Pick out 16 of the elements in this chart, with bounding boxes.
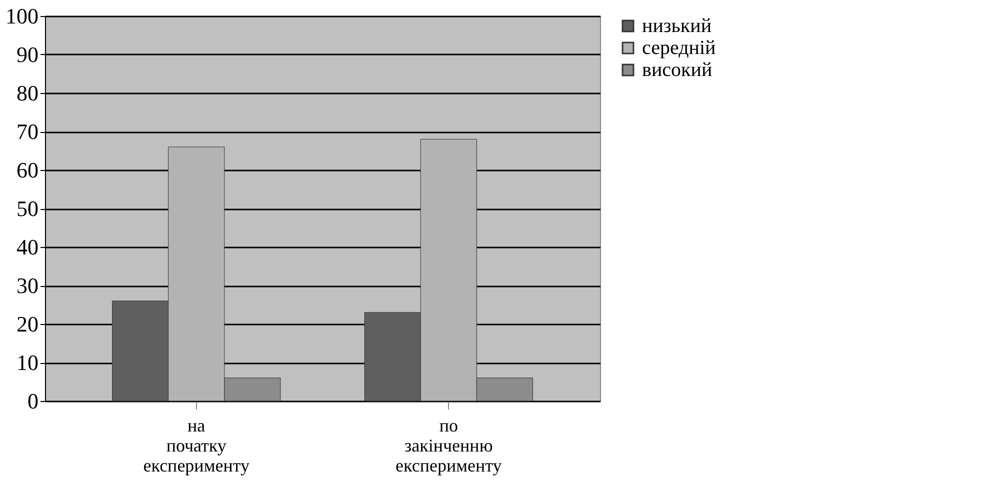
y-tick-label: 20 (16, 312, 38, 336)
y-tick-label: 90 (16, 42, 38, 67)
y-tick-label: 30 (16, 273, 38, 298)
y-tick-label: 100 (6, 4, 38, 28)
y-tick-label: 40 (16, 234, 38, 260)
legend-label: низький (642, 15, 712, 37)
y-tick-label: 10 (16, 350, 38, 375)
y-tick-label: 70 (16, 119, 38, 144)
y-tick-label: 50 (16, 196, 38, 221)
y-tick-label: 0 (28, 388, 38, 414)
y-tick-label: 80 (16, 80, 38, 106)
x-tick-label: на початку експерименту (143, 416, 250, 476)
x-tick-label: по закінченню експерименту (396, 416, 502, 476)
y-tick-label: 60 (16, 158, 38, 182)
legend-label: середній (642, 37, 716, 59)
legend-label: високий (642, 59, 712, 81)
